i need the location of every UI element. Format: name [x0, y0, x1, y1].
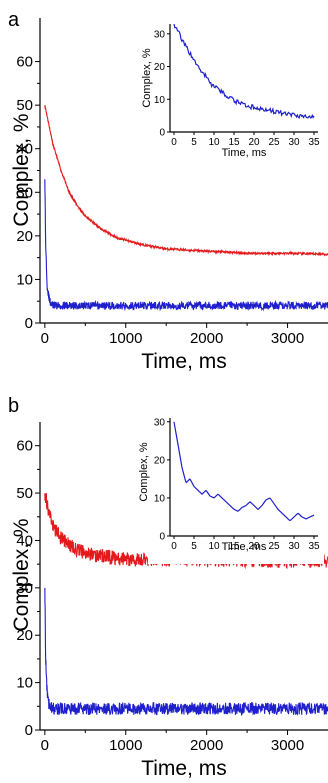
inset-x-tick-label: 25: [268, 541, 280, 552]
inset-x-tick-label: 10: [208, 137, 220, 148]
y-tick-label: 10: [16, 675, 33, 692]
y-tick-label: 50: [16, 485, 33, 502]
inset-chart: 0 10 20 30 0 5 10 15 20 25 30 35 Complex, % Time, ms: [141, 18, 324, 160]
y-tick-label: 40: [16, 141, 33, 158]
series-line-2: [44, 587, 328, 717]
inset-y-tick-label: 10: [154, 493, 166, 504]
inset-background: [148, 18, 324, 160]
inset-x-tick-label: 25: [268, 137, 280, 148]
y-axis-label: Complex, %: [10, 113, 33, 226]
y-axis-label: Complex, %: [10, 518, 33, 631]
inset-x-tick-label: 35: [308, 137, 320, 148]
panel-label: b: [8, 395, 19, 417]
inset-y-tick-label: 30: [154, 417, 166, 428]
inset-x-tick-label: 15: [228, 541, 240, 552]
inset-x-tick-label: 0: [171, 137, 177, 148]
inset-x-tick-label: 20: [248, 137, 260, 148]
y-tick-label: 60: [16, 438, 33, 455]
y-tick-label: 0: [25, 722, 33, 739]
x-tick-label: 0: [41, 737, 49, 754]
y-tick-label: 50: [16, 97, 33, 114]
y-tick-label: 40: [16, 532, 33, 549]
x-tick-label: 1000: [109, 330, 142, 347]
inset-y-tick-label: 0: [159, 128, 165, 139]
inset-y-axis-label: Complex, %: [138, 442, 150, 502]
x-tick-label: 0: [41, 330, 49, 347]
x-tick-label: 2000: [190, 737, 223, 754]
panel-label: a: [8, 9, 20, 31]
inset-x-tick-label: 35: [308, 541, 320, 552]
y-tick-label: 30: [16, 580, 33, 597]
inset-y-axis-label: Complex, %: [141, 48, 153, 108]
x-axis-label: Time, ms: [141, 757, 227, 780]
inset-x-axis-label: Time, ms: [222, 147, 267, 159]
inset-x-tick-label: 10: [208, 541, 220, 552]
y-tick-label: 10: [16, 271, 33, 288]
inset-x-axis-label: Time, ms: [222, 541, 267, 553]
inset-y-tick-label: 20: [154, 455, 166, 466]
inset-y-tick-label: 0: [159, 532, 165, 543]
x-tick-label: 1000: [109, 737, 142, 754]
series-line-1: [44, 104, 328, 257]
y-tick-label: 20: [16, 627, 33, 644]
x-axis-label: Time, ms: [141, 350, 227, 373]
y-tick-label: 0: [25, 315, 33, 332]
x-tick-label: 3000: [271, 330, 304, 347]
inset-x-tick-label: 0: [171, 541, 177, 552]
inset-x-tick-label: 5: [191, 541, 197, 552]
inset-chart: 0 10 20 30 0 5 10 15 20 25 30 35 Complex, % Time, ms: [138, 412, 324, 564]
series-line-2: [44, 179, 328, 312]
inset-y-tick-label: 20: [154, 62, 166, 73]
y-tick-label: 30: [16, 184, 33, 201]
inset-x-tick-label: 20: [248, 541, 260, 552]
inset-x-tick-label: 30: [288, 137, 300, 148]
x-tick-label: 2000: [190, 330, 223, 347]
inset-x-tick-label: 5: [191, 137, 197, 148]
inset-series-line: [173, 421, 315, 522]
inset-series-line: [173, 23, 315, 120]
inset-x-tick-label: 15: [228, 137, 240, 148]
inset-y-tick-label: 30: [154, 29, 166, 40]
y-tick-label: 60: [16, 54, 33, 71]
x-tick-label: 3000: [271, 737, 304, 754]
inset-y-tick-label: 10: [154, 95, 166, 106]
y-tick-label: 20: [16, 228, 33, 245]
inset-x-tick-label: 30: [288, 541, 300, 552]
